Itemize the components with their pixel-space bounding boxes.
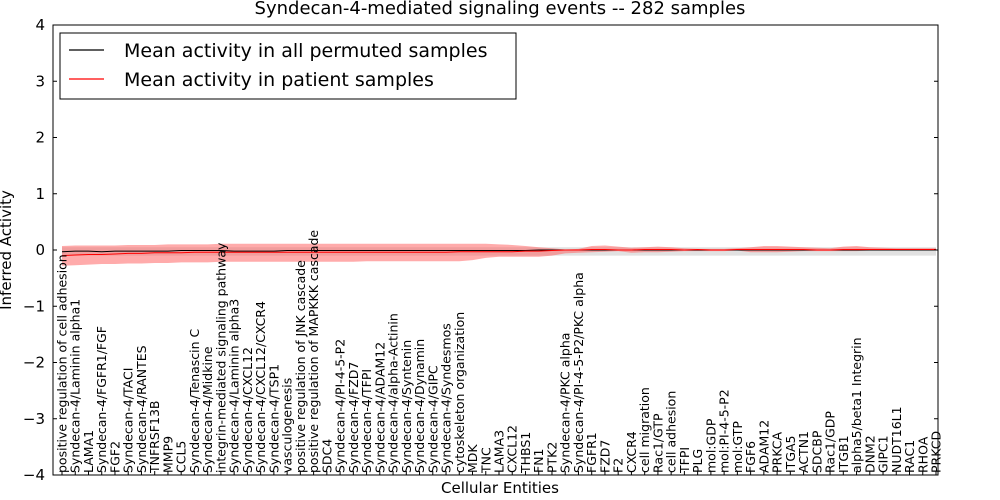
category-label: SDC4	[319, 439, 334, 473]
category-label: Syndecan-4/FGFR1/FGF	[94, 326, 109, 473]
category-label: FZD7	[597, 440, 612, 473]
category-label: Syndecan-4/CXCL12	[240, 347, 255, 473]
category-label: LAMA1	[81, 430, 96, 473]
category-label: Syndecan-4/ADAM12	[372, 342, 387, 473]
category-labels: positive regulation of cell adhesionSynd…	[55, 230, 944, 475]
category-label: mol:GTP	[730, 421, 745, 473]
category-label: Syndecan-4/RANTES	[134, 345, 149, 473]
category-label: Syndecan-4/Syntenin	[399, 340, 414, 473]
y-tick-label: −4	[23, 466, 45, 484]
legend-box	[59, 32, 517, 100]
category-label: Syndecan-4/PI-4-5-P2	[333, 339, 348, 473]
category-label: TNFRSF13B	[147, 401, 162, 474]
plot-area: −4 −3 −2 −1 0 1 2 3 4 positive regulation of cel…	[23, 16, 944, 484]
category-label: MMP9	[160, 436, 175, 473]
category-label: vasculogenesis	[280, 378, 295, 473]
category-label: Syndecan-4/PI-4-5-P2/PKC alpha	[571, 272, 586, 473]
category-label: positive regulation of cell adhesion	[55, 254, 70, 473]
y-tick-label: 4	[35, 16, 45, 34]
category-label: Syndecan-4/Midkine	[200, 346, 215, 473]
y-tick-label: −1	[23, 297, 45, 315]
category-label: Syndecan-4/TSP1	[266, 364, 281, 473]
category-label: Syndecan-4/Dynamin	[412, 339, 427, 473]
category-label: FGF6	[743, 441, 758, 473]
x-axis-label: Cellular Entities	[441, 479, 559, 497]
category-label: RHOA	[915, 436, 930, 473]
category-label: Syndecan-4/alpha-Actinin	[386, 313, 401, 473]
y-axis-label: Inferred Activity	[0, 190, 15, 310]
category-label: GIPC1	[876, 435, 891, 473]
y-tick-label: 1	[35, 185, 45, 203]
category-label: ADAM12	[756, 420, 771, 473]
category-label: cell migration	[637, 387, 652, 473]
confidence-bands	[62, 243, 936, 266]
category-label: integrin-mediated signaling pathway	[213, 242, 228, 473]
legend-label-permuted: Mean activity in all permuted samples	[124, 40, 487, 62]
category-label: Syndecan-4/Syndesmos	[439, 323, 454, 473]
category-label: ITGA5	[783, 435, 798, 473]
category-label: Rac1/GDP	[823, 411, 838, 473]
category-label: CXCL12	[505, 425, 520, 473]
category-label: SDCBP	[809, 430, 824, 473]
category-label: mol:PI-4-5-P2	[717, 389, 732, 473]
category-label: FGFR1	[584, 432, 599, 473]
category-label: Syndecan-4/FZD7	[346, 362, 361, 473]
category-label: DNM2	[862, 435, 877, 473]
category-label: Syndecan-4/TACI	[121, 368, 136, 473]
category-label: TNC	[478, 447, 493, 474]
category-label: cell adhesion	[664, 391, 679, 473]
category-label: Syndecan-4/Laminin alpha1	[68, 299, 83, 473]
chart-title: Syndecan-4-mediated signaling events -- …	[255, 0, 746, 19]
y-tick-label: 3	[35, 72, 45, 90]
category-label: PRKCD	[929, 431, 944, 473]
series-line-patient	[61, 248, 936, 257]
series-lines	[61, 248, 936, 257]
category-label: NUDT16L1	[889, 406, 904, 473]
category-label: alpha5/beta1 Integrin	[849, 337, 864, 473]
category-label: LAMA3	[492, 430, 507, 473]
category-label: F2	[611, 458, 626, 473]
category-label: cytoskeleton organization	[452, 312, 467, 473]
y-axis-ticks: −4 −3 −2 −1 0 1 2 3 4	[23, 16, 938, 484]
category-label: mol:GDP	[703, 418, 718, 473]
category-label: Syndecan-4/Laminin alpha3	[227, 299, 242, 473]
category-label: positive regulation of JNK cascade	[293, 260, 308, 473]
category-label: ACTN1	[796, 431, 811, 473]
category-label: MDK	[465, 444, 480, 473]
y-tick-label: 0	[35, 241, 45, 259]
band-patient	[62, 243, 936, 266]
category-label: PLG	[690, 449, 705, 473]
category-label: TFPI	[677, 447, 692, 474]
category-label: FGF2	[107, 441, 122, 473]
category-label: Syndecan-4/GIPC	[425, 365, 440, 473]
category-label: Syndecan-4/CXCL12/CXCR4	[253, 301, 268, 473]
category-label: Syndecan-4/PKC alpha	[558, 333, 573, 473]
y-tick-label: −2	[23, 354, 45, 372]
category-label: FN1	[531, 449, 546, 474]
series-line-permuted	[61, 249, 936, 253]
legend: Mean activity in all permuted samples Me…	[59, 32, 517, 100]
category-label: THBS1	[518, 432, 533, 474]
legend-label-patient: Mean activity in patient samples	[124, 69, 434, 91]
category-label: CCL5	[174, 441, 189, 473]
y-tick-label: −3	[23, 410, 45, 428]
y-tick-label: 2	[35, 129, 45, 147]
category-label: PRKCA	[770, 432, 785, 473]
category-label: Syndecan-4/TFPI	[359, 369, 374, 473]
category-label: Rac1/GTP	[650, 413, 665, 473]
category-label: RAC1	[902, 440, 917, 473]
category-label: positive regulation of MAPKKK cascade	[306, 230, 321, 473]
category-label: CXCR4	[624, 431, 639, 473]
category-label: Syndecan-4/Tenascin C	[187, 328, 202, 473]
category-label: PTK2	[544, 442, 559, 473]
category-label: ITGB1	[836, 435, 851, 473]
